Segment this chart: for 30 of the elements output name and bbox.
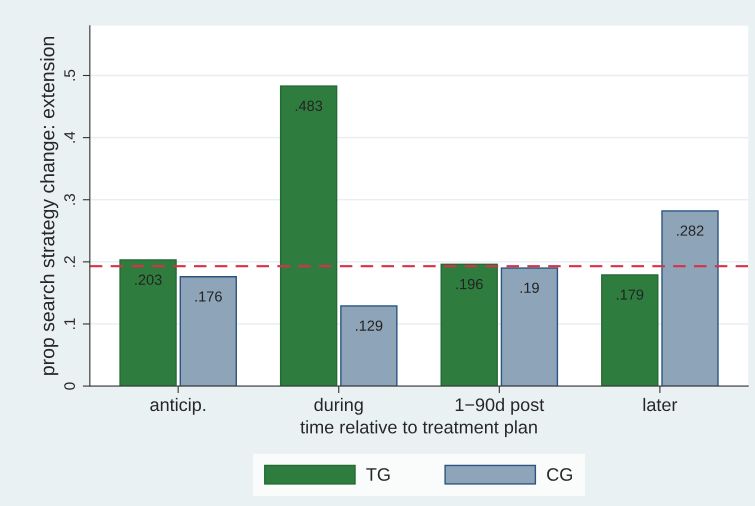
bar: [180, 276, 237, 386]
x-tick-label: during: [314, 398, 363, 415]
y-tick-label: .2: [64, 256, 75, 267]
legend-label: CG: [547, 468, 572, 481]
y-tick-label: .1: [64, 318, 75, 329]
y-tick-label: 0: [64, 382, 76, 390]
x-tick-label: 1−90d post: [456, 398, 544, 415]
x-tick-label: later: [644, 398, 678, 412]
bar: [340, 305, 398, 386]
bar: [500, 267, 558, 386]
data-label: .203: [135, 274, 162, 285]
y-tick-label: .4: [64, 132, 75, 143]
bar: [661, 210, 719, 386]
bar: [440, 264, 498, 386]
data-label: .483: [296, 100, 322, 111]
bar: [119, 259, 177, 386]
data-label: .129: [356, 320, 382, 331]
bar: [601, 274, 658, 386]
y-tick-label: .3: [64, 194, 76, 205]
data-label: .19: [520, 282, 539, 293]
y-axis-title: prop search strategy change: extension: [40, 36, 58, 375]
data-label: .282: [677, 225, 704, 236]
bar: [280, 85, 338, 386]
data-label: .196: [456, 278, 483, 290]
x-tick-label: anticip.: [150, 398, 206, 415]
y-tick-label: .5: [64, 70, 76, 80]
legend-label: TG: [366, 468, 390, 481]
data-label: .176: [195, 291, 222, 302]
x-axis-title: time relative to treatment plan: [300, 420, 537, 438]
data-label: .179: [616, 289, 644, 300]
